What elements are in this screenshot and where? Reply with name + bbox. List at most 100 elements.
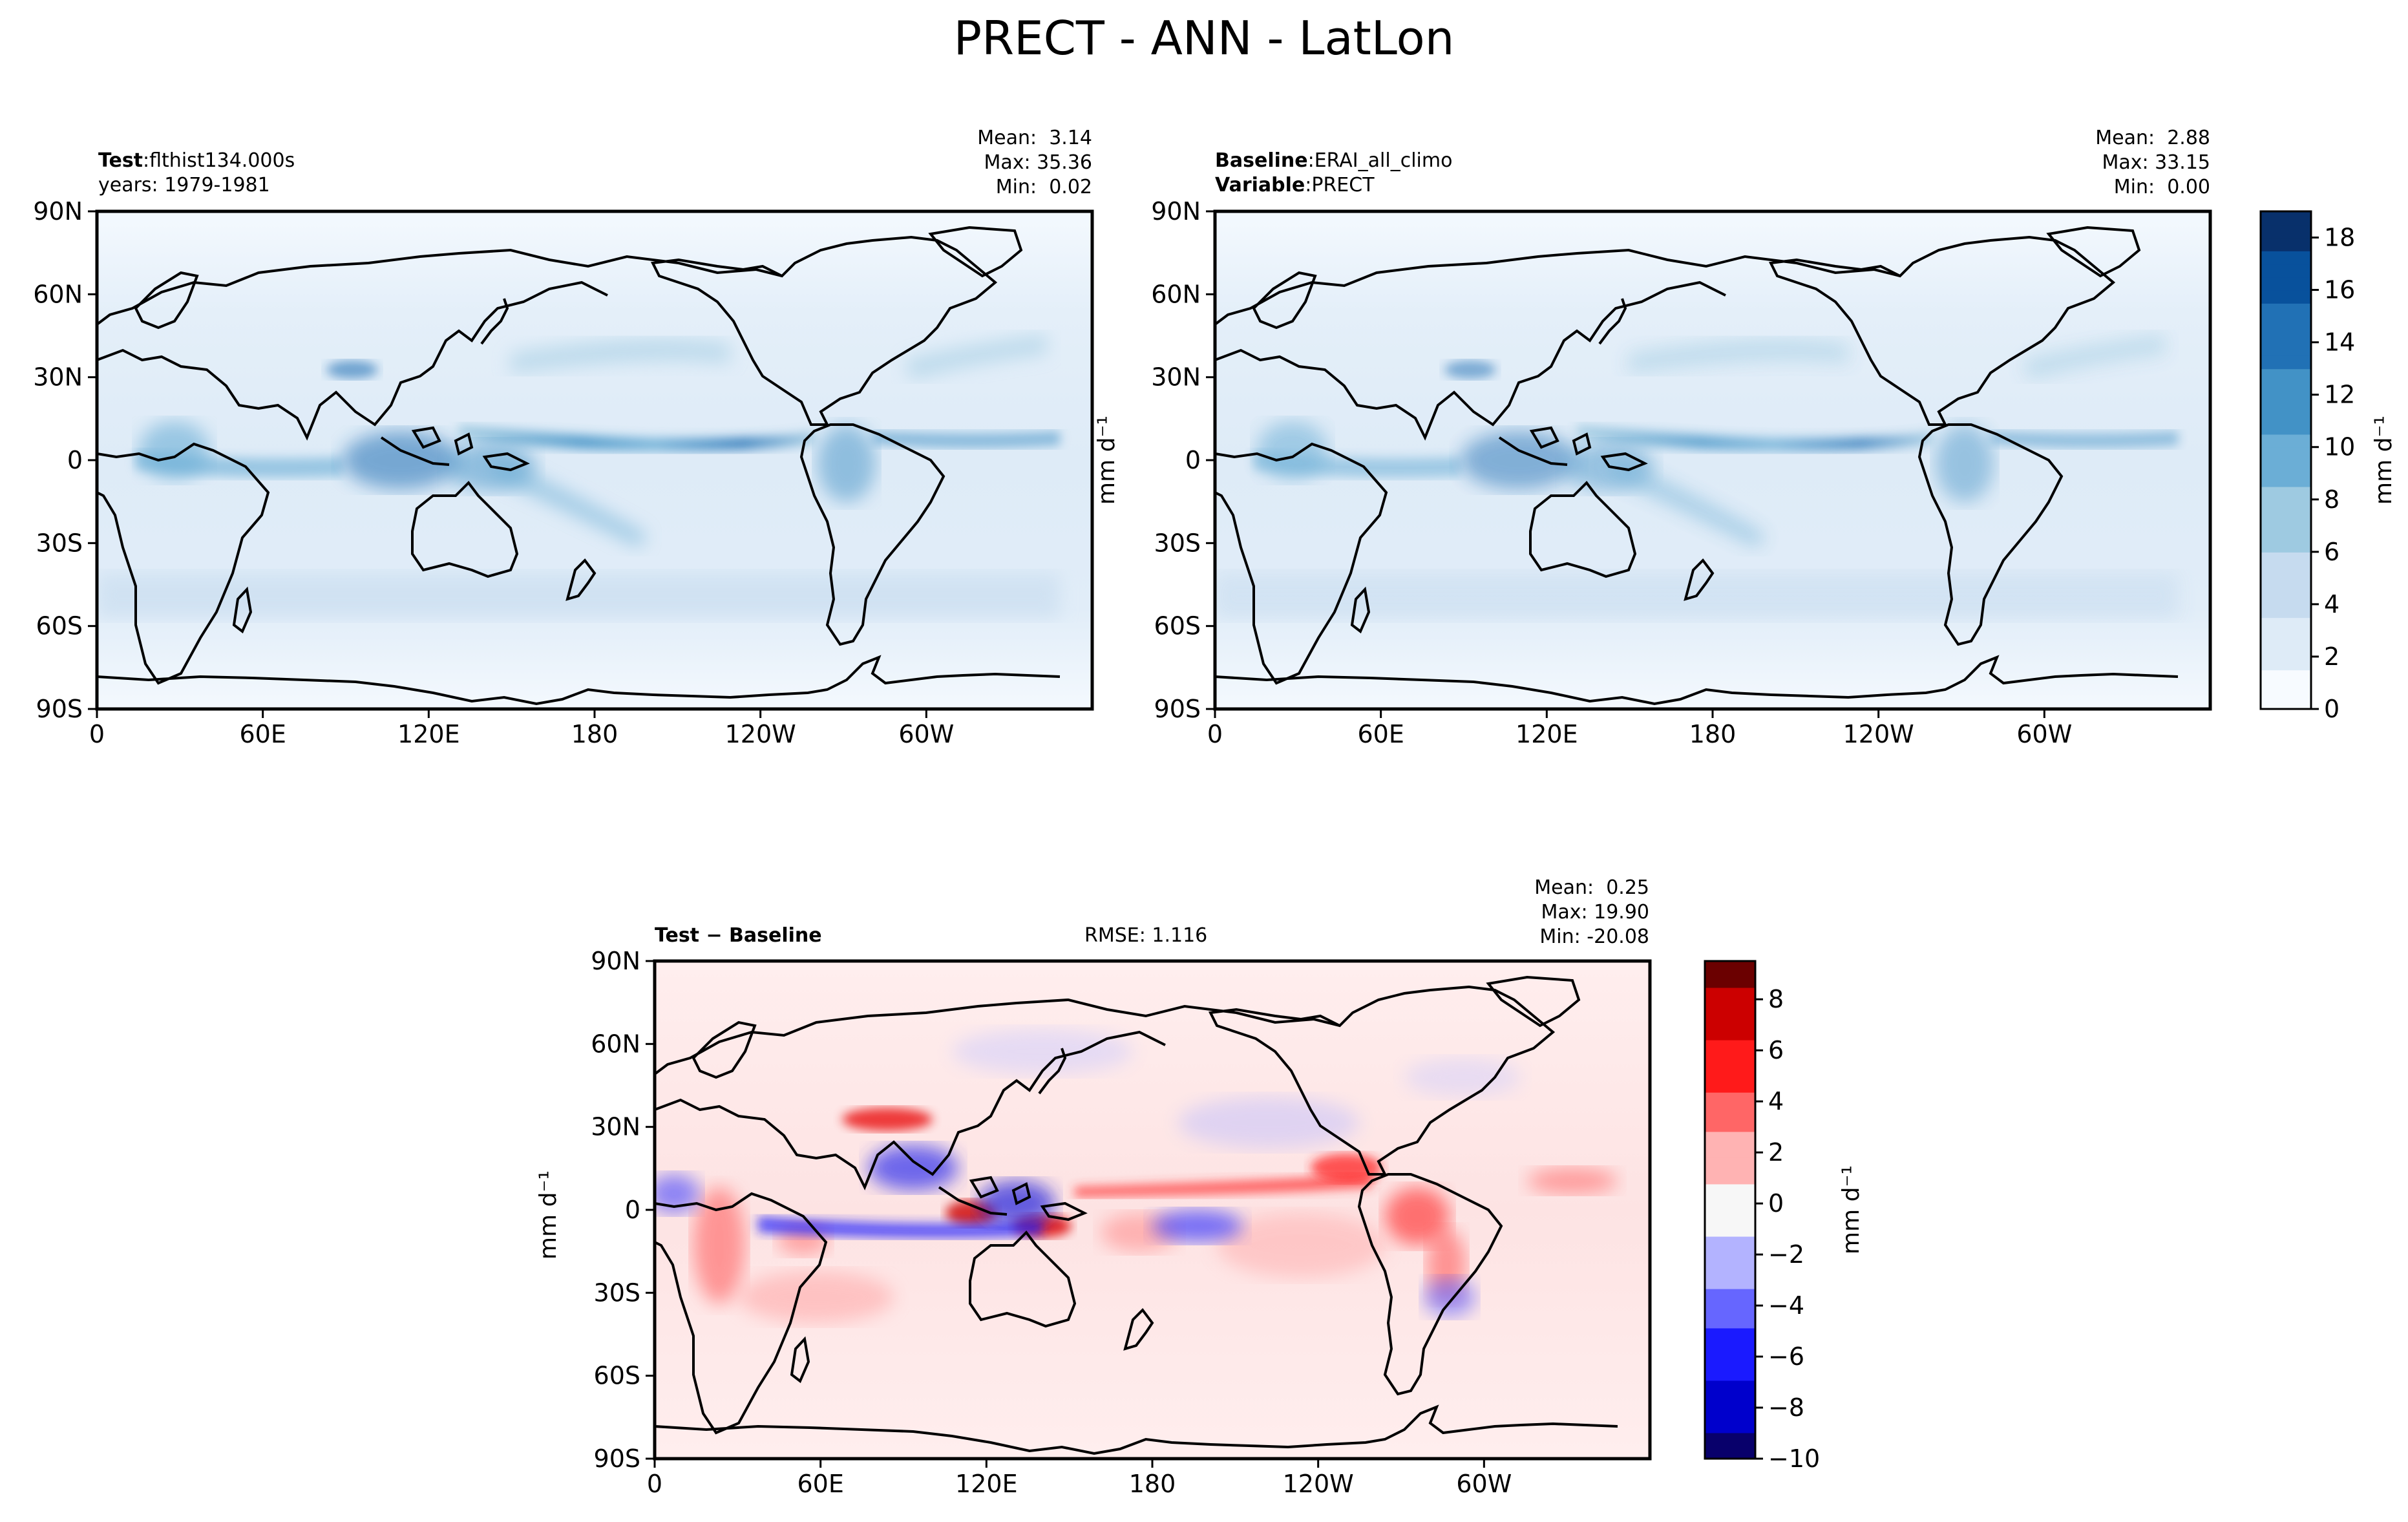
colorbar-segment bbox=[2261, 224, 2311, 238]
colorbar-segment bbox=[1705, 1327, 1755, 1342]
x-tick-label: 60W bbox=[898, 720, 954, 748]
x-tick-label: 60E bbox=[239, 720, 286, 748]
diff-stats: Mean: 0.25 Max: 19.90 Min: -20.08 bbox=[1534, 876, 1649, 949]
x-tick-label: 120E bbox=[397, 720, 460, 748]
colorbar-tick-label: 14 bbox=[2324, 328, 2355, 357]
diff-max: Max: 19.90 bbox=[1541, 901, 1649, 924]
baseline-map-plot bbox=[1215, 211, 2210, 709]
x-tick-label: 60E bbox=[797, 1470, 843, 1498]
colorbar-segment bbox=[2261, 538, 2311, 553]
colorbar-segment bbox=[2261, 656, 2311, 671]
colorbar-segment bbox=[2261, 486, 2311, 500]
colorbar-tick-label: 2 bbox=[2324, 642, 2339, 671]
colorbar-segment bbox=[2261, 381, 2311, 396]
x-tick-label: 0 bbox=[647, 1470, 662, 1498]
x-tick-label: 0 bbox=[1207, 720, 1223, 748]
colorbar-segment bbox=[2261, 434, 2311, 448]
x-tick-label: 180 bbox=[571, 720, 618, 748]
y-tick-label: 60S bbox=[594, 1362, 640, 1390]
baseline-min: Min: 0.00 bbox=[2113, 176, 2210, 198]
colorbar-tick-label: −8 bbox=[1768, 1393, 1804, 1422]
colorbar-tick-label: 8 bbox=[1768, 985, 1784, 1013]
diff-rmse: RMSE: 1.116 bbox=[1084, 924, 1208, 947]
colorbar-frame bbox=[1704, 960, 1757, 1460]
diff-info-label: Test − Baseline bbox=[655, 924, 822, 947]
baseline-max: Max: 33.15 bbox=[2102, 151, 2210, 174]
colorbar-tick-label: 6 bbox=[1768, 1036, 1784, 1064]
test-max: Max: 35.36 bbox=[984, 151, 1092, 174]
colorbar-segment bbox=[1705, 1288, 1755, 1302]
colorbar-segment bbox=[2261, 525, 2311, 540]
baseline-info-label: Baseline bbox=[1215, 149, 1308, 172]
y-tick-label: 30N bbox=[33, 363, 83, 392]
baseline-mean: Mean: 2.88 bbox=[2095, 127, 2210, 149]
diff-axis-ticks: 0 60E 120E 180 120W 60W 90N 60N 30N 0 30S 60S 90S bbox=[591, 947, 1512, 1498]
colorbar-segment bbox=[1705, 1118, 1755, 1132]
colorbar-segment bbox=[1705, 1367, 1755, 1381]
colorbar-segment bbox=[1705, 1013, 1755, 1028]
y-tick-label: 90N bbox=[33, 197, 83, 226]
baseline-info-value: ERAI_all_climo bbox=[1314, 149, 1453, 172]
colorbar-tick-label: 2 bbox=[1768, 1138, 1784, 1167]
y-tick-label: 60S bbox=[36, 612, 83, 640]
baseline-info: Baseline:ERAI_all_climo Variable:PRECT bbox=[1215, 149, 1453, 196]
colorbar-segment bbox=[2261, 643, 2311, 657]
x-tick-label: 60W bbox=[2016, 720, 2072, 748]
y-tick-label: 90S bbox=[594, 1444, 640, 1473]
test-info: Test:flthist134.000s years: 1979-1981 bbox=[98, 149, 295, 196]
y-tick-label: 60S bbox=[1154, 612, 1201, 640]
colorbar-segment bbox=[1705, 1353, 1755, 1368]
colorbar-segment bbox=[2261, 394, 2311, 408]
baseline-stats: Mean: 2.88 Max: 33.15 Min: 0.00 bbox=[2095, 126, 2210, 200]
colorbar-tick-label: −10 bbox=[1768, 1444, 1820, 1473]
colorbar-segment bbox=[1705, 1026, 1755, 1041]
y-tick-label: 0 bbox=[625, 1196, 640, 1224]
colorbar-segment bbox=[1705, 1196, 1755, 1210]
y-tick-label: 90S bbox=[1154, 695, 1201, 723]
colorbar-segment bbox=[2261, 617, 2311, 631]
colorbar-segment bbox=[2261, 421, 2311, 435]
colorbar-segment bbox=[1705, 1249, 1755, 1263]
colorbar-tick-label: 6 bbox=[2324, 538, 2339, 566]
colorbar-segment bbox=[1705, 1236, 1755, 1250]
colorbar-segment bbox=[2261, 302, 2311, 317]
colorbar-frame bbox=[2259, 210, 2312, 710]
colorbar-segment bbox=[2261, 682, 2311, 697]
y-tick-label: 30S bbox=[36, 529, 83, 557]
figure-title: PRECT - ANN - LatLon bbox=[953, 11, 1455, 65]
colorbar-segment bbox=[2261, 630, 2311, 644]
x-tick-label: 60W bbox=[1456, 1470, 1512, 1498]
test-info-value: flthist134.000s bbox=[149, 149, 295, 172]
y-tick-label: 90N bbox=[591, 947, 640, 975]
colorbar-segment bbox=[1705, 1406, 1755, 1421]
colorbar-tick-label: 18 bbox=[2324, 224, 2355, 252]
diff-info: Test − Baseline bbox=[655, 924, 822, 948]
variable-info-label: Variable bbox=[1215, 174, 1305, 196]
x-tick-label: 60E bbox=[1357, 720, 1404, 748]
colorbar-segment bbox=[2261, 447, 2311, 461]
colorbar-segment bbox=[1705, 1105, 1755, 1119]
colorbar-segment bbox=[1705, 1210, 1755, 1224]
y-tick-label: 90N bbox=[1151, 197, 1201, 226]
test-stats: Mean: 3.14 Max: 35.36 Min: 0.02 bbox=[977, 126, 1092, 200]
colorbar-segment bbox=[2261, 591, 2311, 605]
colorbar-segment bbox=[1705, 1183, 1755, 1198]
precip-colorbar-label: mm d⁻¹ bbox=[2371, 416, 2397, 505]
colorbar-segment bbox=[1705, 1144, 1755, 1158]
colorbar-segment bbox=[1705, 1380, 1755, 1394]
colorbar-segment bbox=[1705, 1419, 1755, 1433]
colorbar-segment bbox=[2261, 513, 2311, 527]
colorbar-segment bbox=[2261, 316, 2311, 330]
y-tick-label: 60N bbox=[591, 1030, 640, 1058]
colorbar-tick-label: −2 bbox=[1768, 1240, 1804, 1269]
colorbar-segment bbox=[1705, 1066, 1755, 1080]
colorbar-segment bbox=[1705, 1301, 1755, 1316]
x-tick-label: 120E bbox=[1516, 720, 1578, 748]
colorbar-segment bbox=[1705, 1393, 1755, 1407]
colorbar-segment bbox=[2261, 264, 2311, 278]
colorbar-tick-label: 10 bbox=[2324, 433, 2355, 461]
diff-ylabel: mm d⁻¹ bbox=[535, 1170, 562, 1260]
x-tick-label: 180 bbox=[1689, 720, 1737, 748]
y-tick-label: 60N bbox=[1151, 280, 1201, 308]
